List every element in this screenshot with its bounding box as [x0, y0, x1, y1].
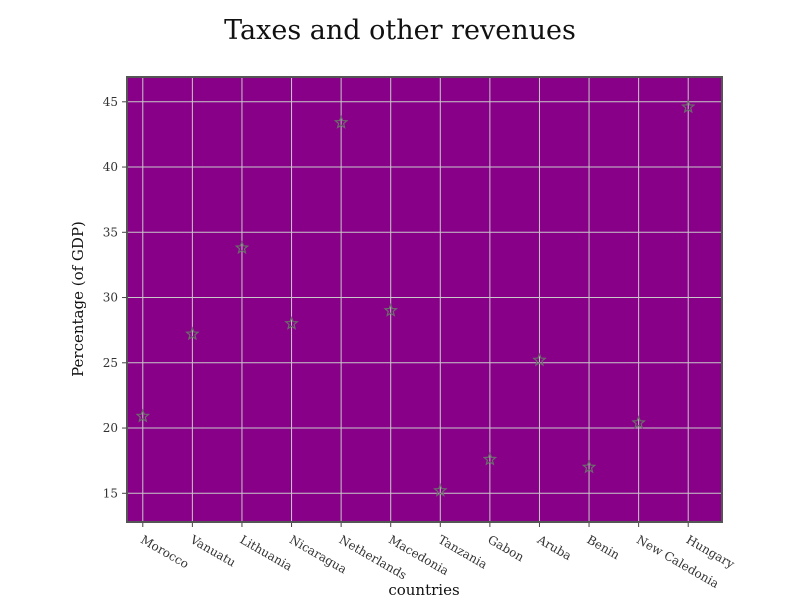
data-point [284, 315, 299, 330]
data-point [185, 326, 200, 341]
y-tick-label: 40 [103, 160, 118, 174]
y-axis-label: Percentage (of GDP) [69, 221, 87, 377]
plot-area [127, 77, 722, 522]
grid-lines [127, 77, 722, 522]
x-tick-label: Aruba [534, 532, 574, 563]
y-tick-label: 35 [103, 225, 118, 239]
data-point [135, 408, 151, 423]
x-tick-label: Gabon [485, 532, 526, 564]
y-tick-label: 45 [103, 95, 118, 109]
y-tick-label: 25 [103, 356, 118, 370]
data-point [234, 240, 250, 255]
plot-frame [126, 76, 723, 523]
x-tick-label: New Caledonia [634, 532, 721, 590]
data-point [581, 459, 597, 474]
y-tick-label: 20 [103, 421, 118, 435]
data-point [631, 415, 646, 430]
y-tick-label: 15 [103, 486, 118, 500]
x-tick-label: Morocco [138, 532, 191, 571]
data-point [433, 483, 448, 497]
x-tick-label: Vanuatu [187, 532, 238, 570]
x-axis-label: countries [388, 581, 459, 599]
data-point [680, 99, 696, 114]
y-tick-label: 30 [103, 291, 118, 305]
data-points [135, 99, 696, 497]
chart-title: Taxes and other revenues [224, 15, 576, 46]
data-point [333, 115, 349, 129]
x-tick-label: Lithuania [237, 532, 294, 573]
x-tick-label: Benin [585, 532, 623, 562]
y-axis-ticks: 15 20 25 30 35 40 45 [103, 95, 127, 500]
data-point [532, 352, 547, 367]
data-point [383, 302, 398, 317]
data-point [482, 451, 498, 466]
